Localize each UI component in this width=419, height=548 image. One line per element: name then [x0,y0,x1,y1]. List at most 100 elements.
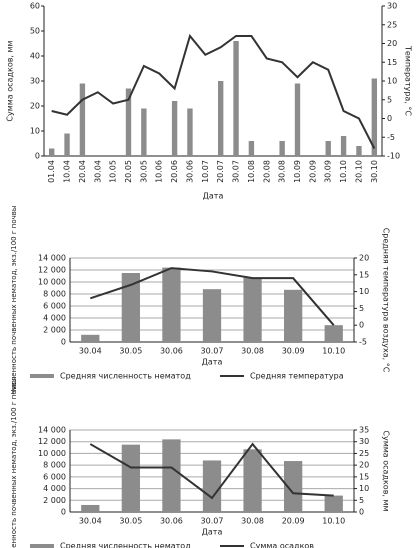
y2-tick-label: 0 [359,321,364,330]
line [89,442,334,500]
y2-tick-label: 5 [359,304,364,313]
x-axis-label: Дата [202,358,223,367]
y2-tick-label: 30 [359,437,369,446]
y2-tick-label: 35 [359,426,369,435]
y2-tick-label: 15 [359,270,369,279]
x-tick-label: 20.04 [78,160,87,183]
x-tick-label: 01.04 [47,160,56,183]
x-tick-label: 30.07 [232,160,241,183]
y-tick-label: 2 000 [43,496,66,505]
x-tick-label: 20.09 [282,517,305,526]
bar [324,325,343,342]
bar [279,141,285,156]
y-tick-label: 0 [35,152,40,161]
bar [243,449,262,512]
y2-tick-label: 25 [359,449,369,458]
y-tick-label: 8 000 [43,461,66,470]
x-tick-label: 20.05 [124,160,133,183]
bar [121,273,140,342]
bar [171,101,178,156]
y2-tick-label: 0 [359,508,364,517]
bar [121,444,140,512]
bar [141,108,147,156]
bar [248,141,255,156]
bar [187,108,193,156]
bar [202,460,222,512]
y-tick-label: 40 [30,52,40,61]
bar [294,83,301,156]
y2-tick-label: 10 [359,287,369,296]
y-axis-label: Численность почвенных нематод, экз./100 … [10,206,18,395]
y2-tick-label: 20 [359,254,369,263]
x-tick-label: 30.06 [185,160,194,183]
y2-tick-label: -5 [359,338,367,347]
bar [81,504,100,512]
x-tick-label: 30.04 [79,347,102,356]
y2-tick-label: 30 [387,2,397,11]
line [51,33,376,149]
x-tick-label: 30.08 [241,517,264,526]
y-tick-label: 30 [30,77,40,86]
y2-axis-label: Температура, °C [404,45,413,116]
bar [325,141,331,156]
y2-tick-label: -10 [387,152,400,161]
bar [284,461,303,512]
x-tick-label: 30.07 [201,347,224,356]
y2-tick-label: 25 [387,20,397,29]
y2-tick-label: 15 [387,58,397,67]
line [89,267,335,326]
x-tick-label: 20.06 [170,160,179,183]
legend-label: Средняя численность нематод [60,542,191,548]
x-tick-label: 30.10 [370,160,379,183]
bar [233,41,239,156]
x-tick-label: 30.06 [160,517,183,526]
bar [324,495,343,512]
bar [371,78,378,156]
x-tick-label: 30.07 [201,517,224,526]
y-tick-label: 14 000 [38,254,66,263]
y-tick-label: 8 000 [43,290,66,299]
y-axis-label: Сумма осадков, мм [6,40,15,121]
bar [202,289,222,342]
bar [48,148,55,156]
y-tick-label: 10 [30,127,40,136]
x-tick-label: 10.04 [63,160,72,183]
x-tick-label: 10.10 [339,160,348,183]
x-axis-label: Дата [202,528,223,537]
y2-tick-label: 5 [387,95,392,104]
bar [81,334,100,342]
y2-tick-label: 20 [359,461,369,470]
y-tick-label: 6 000 [43,472,66,481]
y-tick-label: 10 000 [38,449,66,458]
chart: 0 10 20 30 40 50 60 -10 -5 0 5 10 15 20 25 30 01.04 10.04… [6,2,413,201]
x-axis-label: Дата [203,192,224,201]
y-tick-label: 20 [30,102,40,111]
y-tick-label: 0 [61,338,66,347]
legend-label: Средняя температура [250,372,344,381]
bar [284,289,303,342]
x-tick-label: 10.07 [201,160,210,183]
bar [125,88,132,156]
bar [356,146,362,156]
y-tick-label: 0 [61,508,66,517]
x-tick-label: 30.05 [119,347,142,356]
x-tick-label: 30.08 [278,160,287,183]
y-tick-label: 4 000 [43,314,66,323]
x-tick-label: 30.05 [119,517,142,526]
x-tick-label: 10.09 [293,160,302,183]
x-tick-label: 20.09 [308,160,317,183]
y-tick-label: 12 000 [38,266,66,275]
x-tick-label: 30.06 [160,347,183,356]
y2-tick-label: 20 [387,39,397,48]
y2-axis-label: Сумма осадков, мм [382,430,391,511]
x-tick-label: 10.10 [322,517,345,526]
x-tick-label: 20.07 [216,160,225,183]
y2-tick-label: 5 [359,496,364,505]
y-tick-label: 10 000 [38,278,66,287]
x-tick-label: 10.06 [155,160,164,183]
bar [64,133,70,156]
y2-tick-label: 10 [387,77,397,86]
x-tick-label: 20.08 [262,160,271,183]
x-tick-label: 20.10 [354,160,363,183]
y2-tick-label: -5 [387,133,395,142]
